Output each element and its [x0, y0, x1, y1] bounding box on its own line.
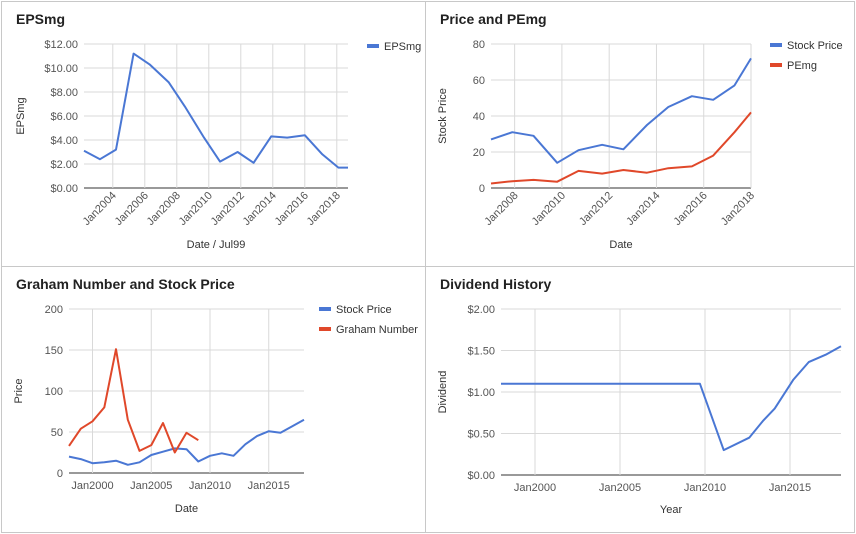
dividend-ytick-label: $2.00 — [467, 304, 495, 316]
graham-legend-label: Stock Price — [336, 304, 392, 316]
eps-xtick-label: Jan2014 — [241, 190, 279, 228]
graham-ytick-label: 150 — [45, 345, 63, 357]
dividend-chart: $0.00 $0.50 $1.00 $1.50 $2.00 Jan2000 Jan2005 J… — [437, 304, 842, 516]
graham-graham-number-line — [68, 348, 199, 454]
eps-ytick-label: $0.00 — [50, 183, 78, 195]
price-pe-xtick-label: Jan2014 — [624, 190, 662, 228]
eps-legend-label: EPSmg — [384, 41, 421, 53]
graham-stock-price-line — [68, 418, 305, 466]
graham-x-axis-label: Date — [175, 503, 198, 515]
eps-chart-title: EPSmg — [16, 11, 66, 27]
dividend-xtick-label: Jan2005 — [599, 482, 641, 494]
price-pe-legend-swatch — [770, 43, 782, 47]
price-pe-xtick-label: Jan2010 — [530, 190, 568, 228]
eps-legend-swatch — [367, 44, 379, 48]
price-pe-xtick-label: Jan2018 — [719, 190, 757, 228]
price-pe-legend-swatch — [770, 63, 782, 67]
price-pe-legend-label: Stock Price — [787, 40, 843, 52]
price-pe-ytick-label: 80 — [473, 39, 485, 51]
eps-ytick-label: $2.00 — [50, 159, 78, 171]
dividend-x-axis-label: Year — [660, 504, 683, 516]
graham-chart: 0 50 100 150 200 Jan2000 Jan2005 Jan2010 Jan2015… — [13, 304, 418, 515]
dividend-y-axis-label: Dividend — [437, 371, 449, 414]
dividend-xtick-label: Jan2000 — [514, 482, 556, 494]
graham-chart-panel: 0 50 100 150 200 Jan2000 Jan2005 Jan2010 Jan2015… — [1, 266, 426, 533]
eps-chart-panel: $0.00 $2.00 $4.00 $6.00 $8.00 $10.00 $12.00 Jan… — [1, 1, 426, 267]
eps-ytick-label: $4.00 — [50, 135, 78, 147]
eps-ytick-label: $6.00 — [50, 111, 78, 123]
graham-ytick-label: 100 — [45, 386, 63, 398]
graham-legend-label: Graham Number — [336, 324, 418, 336]
graham-legend-swatch — [319, 307, 331, 311]
price-pe-ytick-label: 60 — [473, 75, 485, 87]
dividend-xtick-label: Jan2015 — [769, 482, 811, 494]
eps-xtick-label: Jan2016 — [273, 190, 311, 228]
graham-ytick-label: 50 — [51, 427, 63, 439]
price-pe-xtick-label: Jan2012 — [577, 190, 615, 228]
price-pe-chart-panel: 0 20 40 60 80 Jan2008 Jan2010 Jan2012 Jan2014 Jan… — [425, 1, 855, 267]
price-pe-pemg-line — [490, 111, 752, 185]
graham-legend-swatch — [319, 327, 331, 331]
eps-chart: $0.00 $2.00 $4.00 $6.00 $8.00 $10.00 $12.00 Jan… — [15, 39, 421, 251]
graham-chart-title: Graham Number and Stock Price — [16, 276, 235, 292]
eps-ytick-label: $12.00 — [44, 39, 78, 51]
eps-ytick-label: $10.00 — [44, 63, 78, 75]
eps-y-axis-label: EPSmg — [15, 97, 27, 134]
dividend-chart-panel: $0.00 $0.50 $1.00 $1.50 $2.00 Jan2000 Jan2005 J… — [425, 266, 855, 533]
graham-y-axis-label: Price — [13, 378, 25, 403]
price-pe-y-axis-label: Stock Price — [437, 88, 449, 144]
graham-ytick-label: 200 — [45, 304, 63, 316]
price-pe-x-axis-label: Date — [609, 239, 632, 251]
dividend-dividend-line — [501, 345, 842, 452]
price-pe-chart-title: Price and PEmg — [440, 11, 547, 27]
price-pe-chart: 0 20 40 60 80 Jan2008 Jan2010 Jan2012 Jan2014 Jan… — [437, 39, 843, 251]
price-pe-ytick-label: 40 — [473, 111, 485, 123]
graham-xtick-label: Jan2015 — [248, 480, 290, 492]
dividend-ytick-label: $0.50 — [467, 429, 495, 441]
eps-xtick-label: Jan2008 — [145, 190, 183, 228]
dividend-xtick-label: Jan2010 — [684, 482, 726, 494]
price-pe-legend-label: PEmg — [787, 60, 817, 72]
graham-ytick-label: 0 — [57, 468, 63, 480]
eps-ytick-label: $8.00 — [50, 87, 78, 99]
price-pe-stock-price-line — [490, 57, 752, 164]
price-pe-xtick-label: Jan2016 — [672, 190, 710, 228]
dividend-chart-title: Dividend History — [440, 276, 552, 292]
eps-epsmg-line — [83, 52, 348, 169]
eps-xtick-label: Jan2018 — [305, 190, 343, 228]
graham-xtick-label: Jan2005 — [130, 480, 172, 492]
graham-xtick-label: Jan2010 — [189, 480, 231, 492]
eps-xtick-label: Jan2012 — [209, 190, 247, 228]
eps-xtick-label: Jan2006 — [113, 190, 151, 228]
eps-xtick-label: Jan2004 — [81, 190, 119, 228]
eps-x-axis-label: Date / Jul99 — [187, 239, 246, 251]
price-pe-ytick-label: 0 — [479, 183, 485, 195]
dividend-ytick-label: $1.50 — [467, 346, 495, 358]
dividend-ytick-label: $1.00 — [467, 387, 495, 399]
price-pe-ytick-label: 20 — [473, 147, 485, 159]
eps-xtick-label: Jan2010 — [177, 190, 215, 228]
graham-xtick-label: Jan2000 — [71, 480, 113, 492]
dividend-ytick-label: $0.00 — [467, 470, 495, 482]
price-pe-xtick-label: Jan2008 — [482, 190, 520, 228]
